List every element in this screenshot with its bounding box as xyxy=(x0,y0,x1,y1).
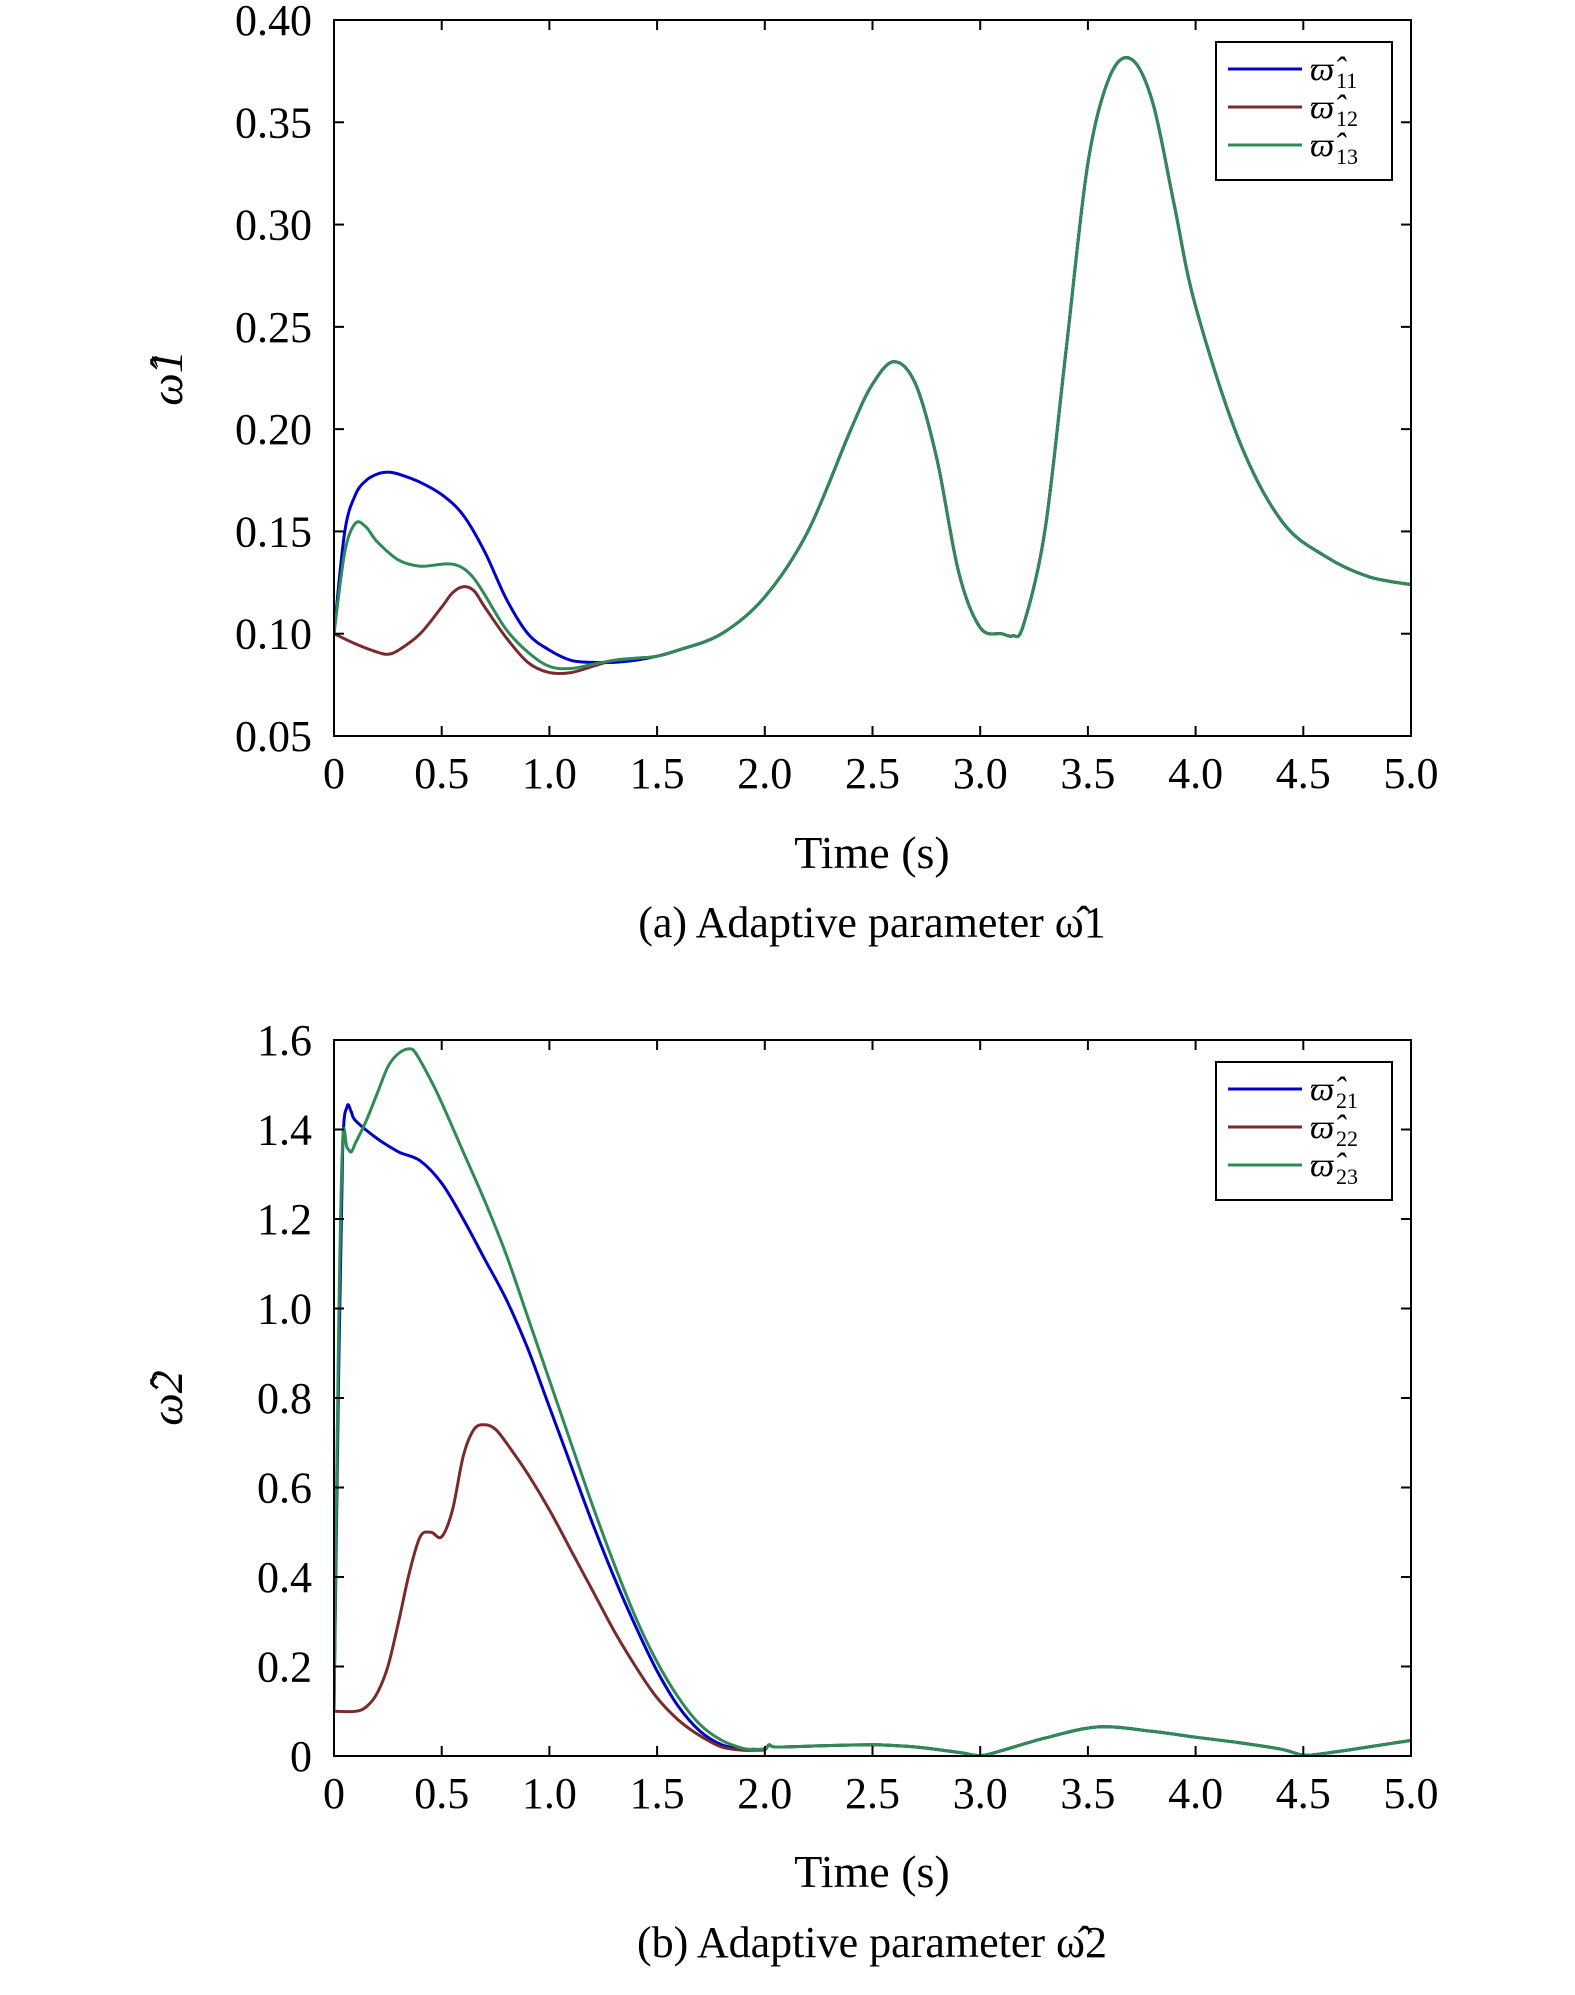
chart-a-ytick-label: 0.35 xyxy=(235,98,312,147)
chart-b-series-line-23 xyxy=(334,1047,1411,1756)
chart-a-xtick-label: 2.0 xyxy=(737,749,792,798)
chart-a-xtick-label: 3.0 xyxy=(953,749,1008,798)
chart-a-xtick-label: 5.0 xyxy=(1384,749,1439,798)
chart-b-caption: (b) Adaptive parameter ω̂2 xyxy=(637,1918,1107,1967)
chart-a-xtick-label: 2.5 xyxy=(845,749,900,798)
chart-a-xtick-label: 0 xyxy=(323,749,345,798)
chart-b-ytick-label: 0.2 xyxy=(257,1643,312,1692)
chart-a-xtick-label: 1.5 xyxy=(630,749,685,798)
chart-a-xtick-label: 0.5 xyxy=(414,749,469,798)
chart-b-xlabel: Time (s) xyxy=(794,1846,950,1897)
chart-b-ylabel: ω̂2 xyxy=(141,1370,192,1425)
legend-subscript: 12 xyxy=(1336,106,1358,131)
chart-a-xticks: 0 0.5 1.0 1.5 2.0 2.5 3.0 3.5 4.0 4.5 5.0 xyxy=(323,20,1439,798)
chart-a: 0 0.5 1.0 1.5 2.0 2.5 3.0 3.5 4.0 4.5 5.0 0.05 0.10… xyxy=(141,0,1439,947)
chart-a-ytick-label: 0.20 xyxy=(235,405,312,454)
chart-b-ytick-label: 1.4 xyxy=(257,1106,312,1155)
legend-subscript: 23 xyxy=(1336,1164,1358,1189)
chart-a-ytick-label: 0.40 xyxy=(235,0,312,45)
chart-a-caption: (a) Adaptive parameter ω̂1 xyxy=(638,898,1106,947)
legend-subscript: 21 xyxy=(1336,1088,1358,1113)
chart-a-lines xyxy=(334,56,1411,676)
chart-a-ytick-label: 0.30 xyxy=(235,201,312,250)
chart-a-xtick-label: 1.0 xyxy=(522,749,577,798)
chart-b-legend: ϖ̂21ϖ̂22ϖ̂23 xyxy=(1215,1061,1393,1201)
chart-a-series-line-13 xyxy=(334,56,1411,671)
chart-b-lines xyxy=(334,1047,1411,1756)
chart-b-xtick-label: 4.5 xyxy=(1276,1769,1331,1818)
chart-a-ytick-label: 0.25 xyxy=(235,303,312,352)
chart-b-legend-box xyxy=(1215,1061,1393,1201)
chart-a-xlabel: Time (s) xyxy=(794,827,950,878)
chart-a-ylabel: ω̂1 xyxy=(141,350,192,405)
chart-b-xtick-label: 2.5 xyxy=(845,1769,900,1818)
legend-subscript: 11 xyxy=(1336,68,1357,93)
chart-b: 0 0.5 1.0 1.5 2.0 2.5 3.0 3.5 4.0 4.5 5.0 00.20.40… xyxy=(141,1016,1439,1967)
chart-b-xtick-label: 3.5 xyxy=(1060,1769,1115,1818)
chart-b-ytick-label: 1.0 xyxy=(257,1285,312,1334)
chart-a-legend-box xyxy=(1215,41,1393,181)
chart-b-xtick-label: 2.0 xyxy=(737,1769,792,1818)
chart-b-ytick-label: 1.2 xyxy=(257,1195,312,1244)
chart-b-xtick-label: 3.0 xyxy=(953,1769,1008,1818)
chart-a-ytick-label: 0.10 xyxy=(235,610,312,659)
chart-b-xtick-label: 0.5 xyxy=(414,1769,469,1818)
chart-b-xticks: 0 0.5 1.0 1.5 2.0 2.5 3.0 3.5 4.0 4.5 5.0 xyxy=(323,1040,1439,1818)
chart-a-xtick-label: 4.5 xyxy=(1276,749,1331,798)
chart-b-ytick-label: 0.6 xyxy=(257,1464,312,1513)
chart-b-xtick-label: 0 xyxy=(323,1769,345,1818)
chart-a-xtick-label: 3.5 xyxy=(1060,749,1115,798)
chart-b-ytick-label: 0.8 xyxy=(257,1374,312,1423)
chart-b-xtick-label: 1.0 xyxy=(522,1769,577,1818)
chart-a-ytick-label: 0.05 xyxy=(235,712,312,761)
chart-b-ytick-label: 0.4 xyxy=(257,1553,312,1602)
chart-b-yticks: 0 0.2 0.4 0.6 0.8 1.0 1.2 1.4 1.6 xyxy=(257,1016,1411,1781)
chart-b-ytick-label: 0 xyxy=(290,1732,312,1781)
chart-b-ytick-label: 1.6 xyxy=(257,1016,312,1065)
chart-b-xtick-label: 5.0 xyxy=(1384,1769,1439,1818)
chart-a-xtick-label: 4.0 xyxy=(1168,749,1223,798)
legend-subscript: 13 xyxy=(1336,144,1358,169)
chart-b-xtick-label: 1.5 xyxy=(630,1769,685,1818)
chart-a-ytick-label: 0.15 xyxy=(235,507,312,556)
chart-a-yticks: 0.05 0.10 0.15 0.20 0.25 0.30 0.35 0.40 xyxy=(235,0,1411,761)
legend-subscript: 22 xyxy=(1336,1126,1358,1151)
chart-b-xtick-label: 4.0 xyxy=(1168,1769,1223,1818)
chart-a-legend: ϖ̂11ϖ̂12ϖ̂13 xyxy=(1215,41,1393,181)
